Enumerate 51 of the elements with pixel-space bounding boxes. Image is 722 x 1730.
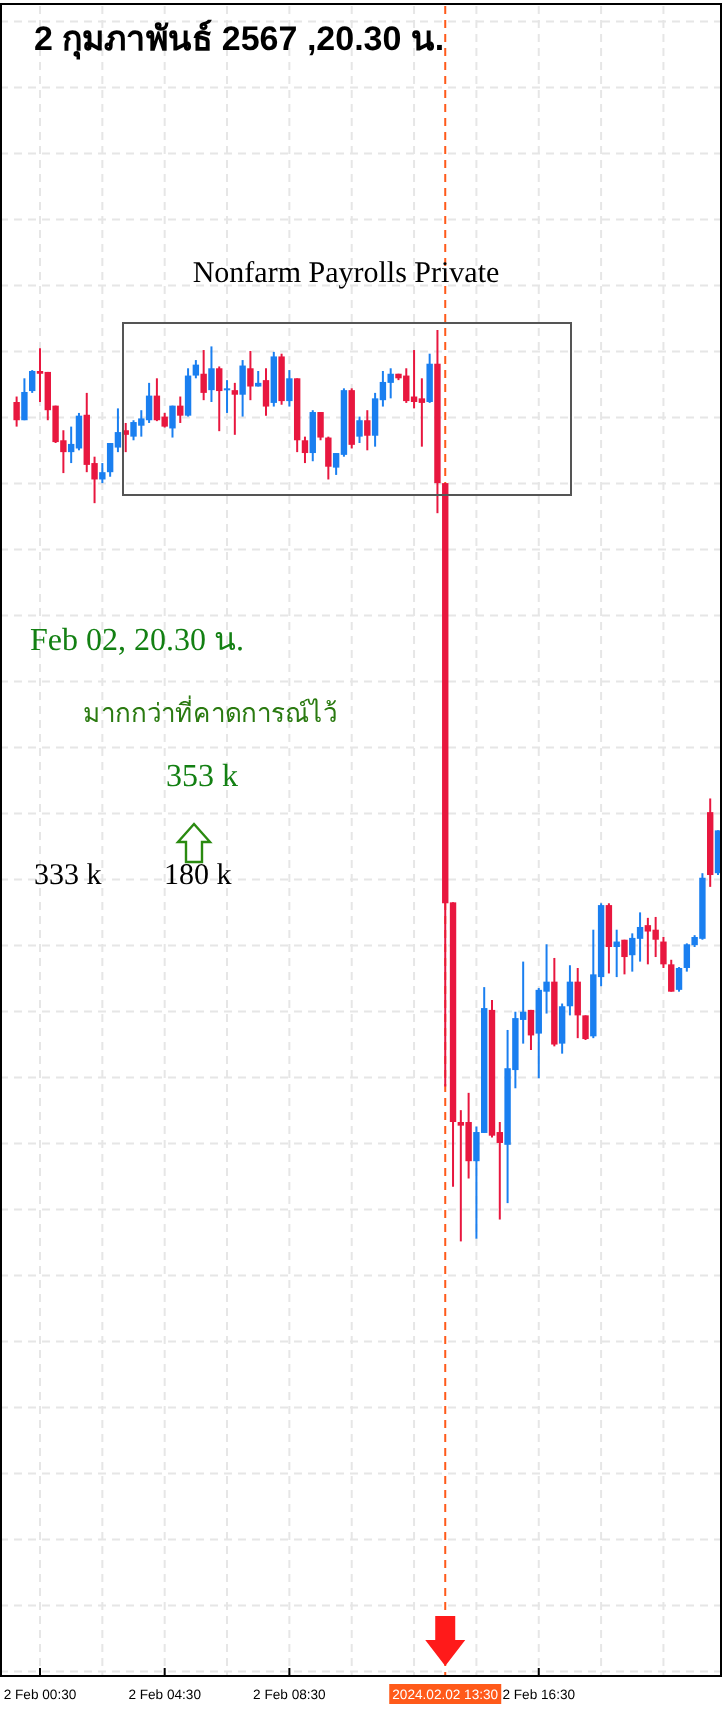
annotation: Feb 02, 20.30 น. bbox=[30, 624, 244, 658]
candlestick bbox=[301, 435, 309, 465]
chart-title: 2 กุมภาพันธ์ 2567 ,20.30 น. bbox=[34, 18, 445, 60]
annotation: มากกว่าที่คาดการณ์ไว้ bbox=[83, 696, 337, 728]
candlestick bbox=[403, 367, 410, 404]
candlestick bbox=[558, 1002, 566, 1055]
candlestick bbox=[566, 964, 574, 1017]
candlestick bbox=[629, 932, 636, 973]
candlestick bbox=[418, 377, 426, 448]
candlestick bbox=[200, 349, 207, 402]
candlestick bbox=[286, 369, 293, 408]
candlestick bbox=[621, 938, 628, 976]
candlestick bbox=[262, 367, 270, 417]
candlestick bbox=[535, 987, 542, 1080]
candlestick bbox=[192, 359, 200, 380]
candlestick bbox=[153, 377, 161, 423]
candlestick bbox=[21, 377, 28, 422]
candlestick bbox=[223, 379, 231, 414]
candlestick bbox=[457, 1109, 465, 1243]
candlestick bbox=[387, 367, 394, 400]
candlestick bbox=[231, 381, 239, 436]
candlestick bbox=[426, 352, 433, 404]
candlestick bbox=[216, 365, 223, 433]
candlestick bbox=[356, 415, 363, 445]
candlestick bbox=[36, 347, 44, 403]
candlestick bbox=[309, 409, 316, 463]
candlestick bbox=[145, 381, 153, 424]
candlestick bbox=[169, 404, 176, 439]
annotation: 333 k bbox=[34, 860, 103, 892]
candlestick bbox=[247, 349, 254, 402]
candlestick bbox=[278, 352, 285, 406]
candlestick bbox=[574, 966, 581, 1040]
candlestick bbox=[675, 966, 683, 993]
candlestick bbox=[613, 928, 620, 979]
candlestick bbox=[208, 345, 215, 403]
annotation: 353 k bbox=[166, 760, 238, 794]
candlestick bbox=[13, 395, 20, 428]
text: Nonfarm Payrolls Private bbox=[192, 258, 500, 290]
candlestick bbox=[636, 911, 644, 963]
candlestick bbox=[99, 462, 106, 485]
candlestick bbox=[184, 367, 192, 418]
candlestick bbox=[177, 395, 184, 424]
candlestick bbox=[364, 409, 371, 452]
candlestick bbox=[527, 1008, 535, 1052]
candlestick bbox=[75, 411, 83, 452]
annotation: 180 k bbox=[164, 860, 233, 892]
candlestick bbox=[683, 942, 691, 973]
candlestick bbox=[270, 350, 277, 408]
candlestick bbox=[644, 916, 652, 966]
candlestick bbox=[239, 359, 246, 418]
candlestick bbox=[605, 902, 613, 975]
